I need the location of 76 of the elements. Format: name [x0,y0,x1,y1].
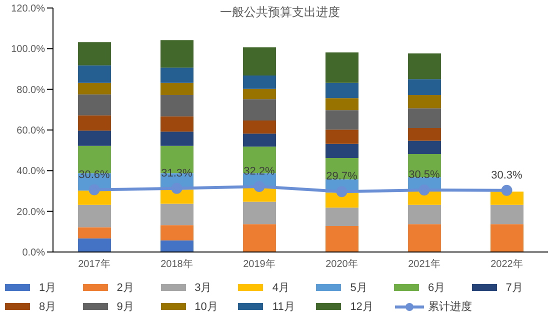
bar [243,224,276,252]
bar [160,95,194,116]
bar [160,190,194,204]
chart-title: 一般公共预算支出进度 [220,5,340,19]
y-tick-label: 60.0% [16,126,46,137]
legend-label: 2月 [116,281,134,295]
bar [408,128,441,141]
bar [78,130,111,146]
y-tick-label: 120.0% [11,4,46,15]
x-tick-label: 2020年 [326,258,358,270]
bar [408,53,441,80]
bar [160,40,194,68]
bar [326,98,358,110]
bar [243,47,276,76]
legend-label: 1月 [39,281,56,295]
legend-label: 10月 [194,300,218,314]
y-tick-label: 0.0% [22,248,46,259]
legend-label: 7月 [506,281,523,295]
legend-label: 4月 [272,281,290,295]
bar [160,116,194,132]
legend-label: 6月 [428,281,446,295]
bar [326,52,358,83]
y-tick-label: 20.0% [16,206,46,218]
bar [243,88,276,100]
bar [160,82,194,96]
bar [243,120,276,134]
y-tick-label: 100.0% [11,44,46,56]
bar [326,226,358,252]
bar [326,192,358,208]
legend-label: 9月 [116,300,134,314]
bar [243,76,276,89]
bar [408,204,441,224]
bar [326,82,358,98]
y-tick-label: 40.0% [16,166,46,178]
bar [160,204,194,226]
bar [326,130,358,144]
bar [78,204,111,228]
bar [326,144,358,158]
bar [490,224,524,252]
bar [78,238,111,252]
bar [243,134,276,147]
bar [408,79,441,96]
bar [490,204,524,224]
bar [78,42,111,66]
bar [408,108,441,128]
legend-label: 12月 [350,300,374,314]
bar [408,140,441,154]
bar [78,190,111,205]
bar [160,132,194,146]
x-tick-label: 2018年 [160,258,193,270]
bar [160,225,194,240]
bar [78,65,111,83]
data-label: 30.3% [491,169,523,182]
legend-label: 8月 [39,300,56,314]
bar [490,192,524,205]
legend-label: 3月 [194,281,212,295]
legend-label: 11月 [272,300,295,314]
bar [243,202,276,224]
bar [408,224,441,252]
bar [326,208,358,226]
bar [160,68,194,83]
bar [78,94,111,116]
x-tick-label: 2021年 [408,258,440,270]
bar [78,115,111,131]
y-tick-label: 80.0% [16,84,46,96]
x-tick-label: 2022年 [490,258,523,270]
bar [160,240,194,252]
bar [408,95,441,108]
x-tick-label: 2017年 [78,258,110,270]
bar [243,99,276,120]
bar [78,82,111,94]
bar [78,227,111,238]
x-tick-label: 2019年 [243,258,276,270]
bar [326,110,358,130]
legend-label: 5月 [350,281,368,295]
legend-label: 累计进度 [428,300,472,314]
